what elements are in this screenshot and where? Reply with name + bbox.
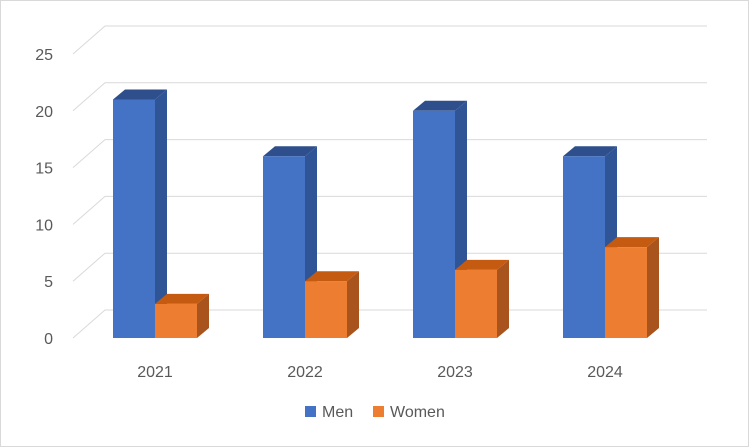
gridline (72, 25, 707, 55)
bar-men-2022 (263, 156, 305, 338)
gridline (72, 82, 707, 112)
y-tick-label: 20 (35, 104, 53, 121)
bar-side (155, 89, 167, 338)
bar-side (347, 271, 359, 338)
bar-top (305, 271, 359, 282)
x-tick-label: 2023 (437, 364, 473, 381)
y-tick-label: 10 (35, 217, 53, 234)
legend-swatch-men (305, 406, 316, 417)
bar-top (455, 259, 509, 270)
gridline (72, 195, 707, 225)
bar-men-2021 (113, 99, 155, 338)
gridline (72, 139, 707, 168)
bar-top (605, 237, 659, 248)
y-tick-label: 5 (44, 274, 53, 291)
gridline (72, 252, 707, 282)
x-tick-label: 2022 (287, 364, 323, 381)
bar-women-2021 (155, 303, 197, 338)
bar-top (413, 100, 467, 111)
legend-label-men: Men (322, 404, 353, 421)
bar-women-2022 (305, 281, 347, 338)
bar-top (563, 146, 617, 157)
bar-top (263, 146, 317, 157)
y-tick-label: 25 (35, 47, 53, 64)
x-tick-label: 2021 (137, 364, 173, 381)
bar-men-2023 (413, 110, 455, 338)
y-tick-label: 0 (44, 331, 53, 348)
bar-men-2024 (563, 156, 605, 338)
bar-women-2023 (455, 269, 497, 338)
bar-top (155, 293, 209, 304)
bar-top (113, 89, 167, 100)
legend-swatch-women (373, 406, 384, 417)
bar-side (497, 259, 509, 338)
bar-side (197, 293, 209, 338)
legend-label-women: Women (390, 404, 445, 421)
bar-women-2024 (605, 247, 647, 338)
bar-side (647, 237, 659, 338)
x-tick-label: 2024 (587, 364, 623, 381)
y-tick-label: 15 (35, 161, 53, 178)
